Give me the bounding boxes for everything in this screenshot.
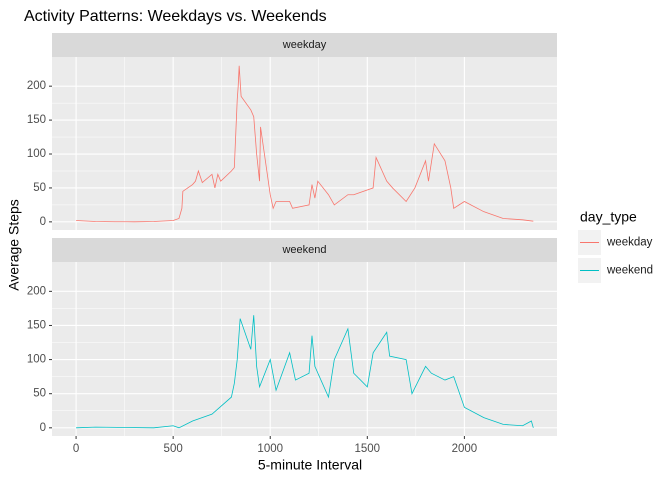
line — [76, 65, 534, 223]
y-axis-label: Average Steps — [6, 199, 22, 291]
x-axis-label: 5-minute Interval — [258, 457, 362, 473]
y-tick-label: 150 — [27, 114, 46, 126]
y-tick-label: 200 — [27, 80, 46, 92]
y-tick-label: 50 — [33, 388, 46, 400]
y-tick-label: 100 — [27, 148, 46, 160]
strip-label: weekday — [282, 39, 327, 51]
chart-title: Activity Patterns: Weekdays vs. Weekends — [24, 8, 327, 25]
x-tick-label: 2000 — [452, 443, 478, 455]
legend-label: weekday — [606, 237, 653, 249]
y-tick-label: 50 — [33, 182, 46, 194]
y-tick-label: 150 — [27, 319, 46, 331]
y-tick-label: 100 — [27, 354, 46, 366]
y-tick-label: 0 — [40, 216, 46, 228]
panel — [52, 57, 557, 230]
panel — [52, 262, 557, 436]
y-tick-label: 200 — [27, 285, 46, 297]
y-tick-label: 0 — [40, 422, 46, 434]
x-tick-label: 0 — [73, 443, 79, 455]
x-tick-label: 500 — [164, 443, 183, 455]
legend-title: day_type — [580, 209, 637, 225]
x-tick-label: 1500 — [355, 443, 381, 455]
strip — [52, 33, 557, 57]
x-tick-label: 1000 — [257, 443, 283, 455]
line — [76, 315, 534, 429]
strip — [52, 238, 557, 262]
legend-label: weekend — [606, 265, 653, 277]
strip-label: weekend — [281, 244, 326, 256]
